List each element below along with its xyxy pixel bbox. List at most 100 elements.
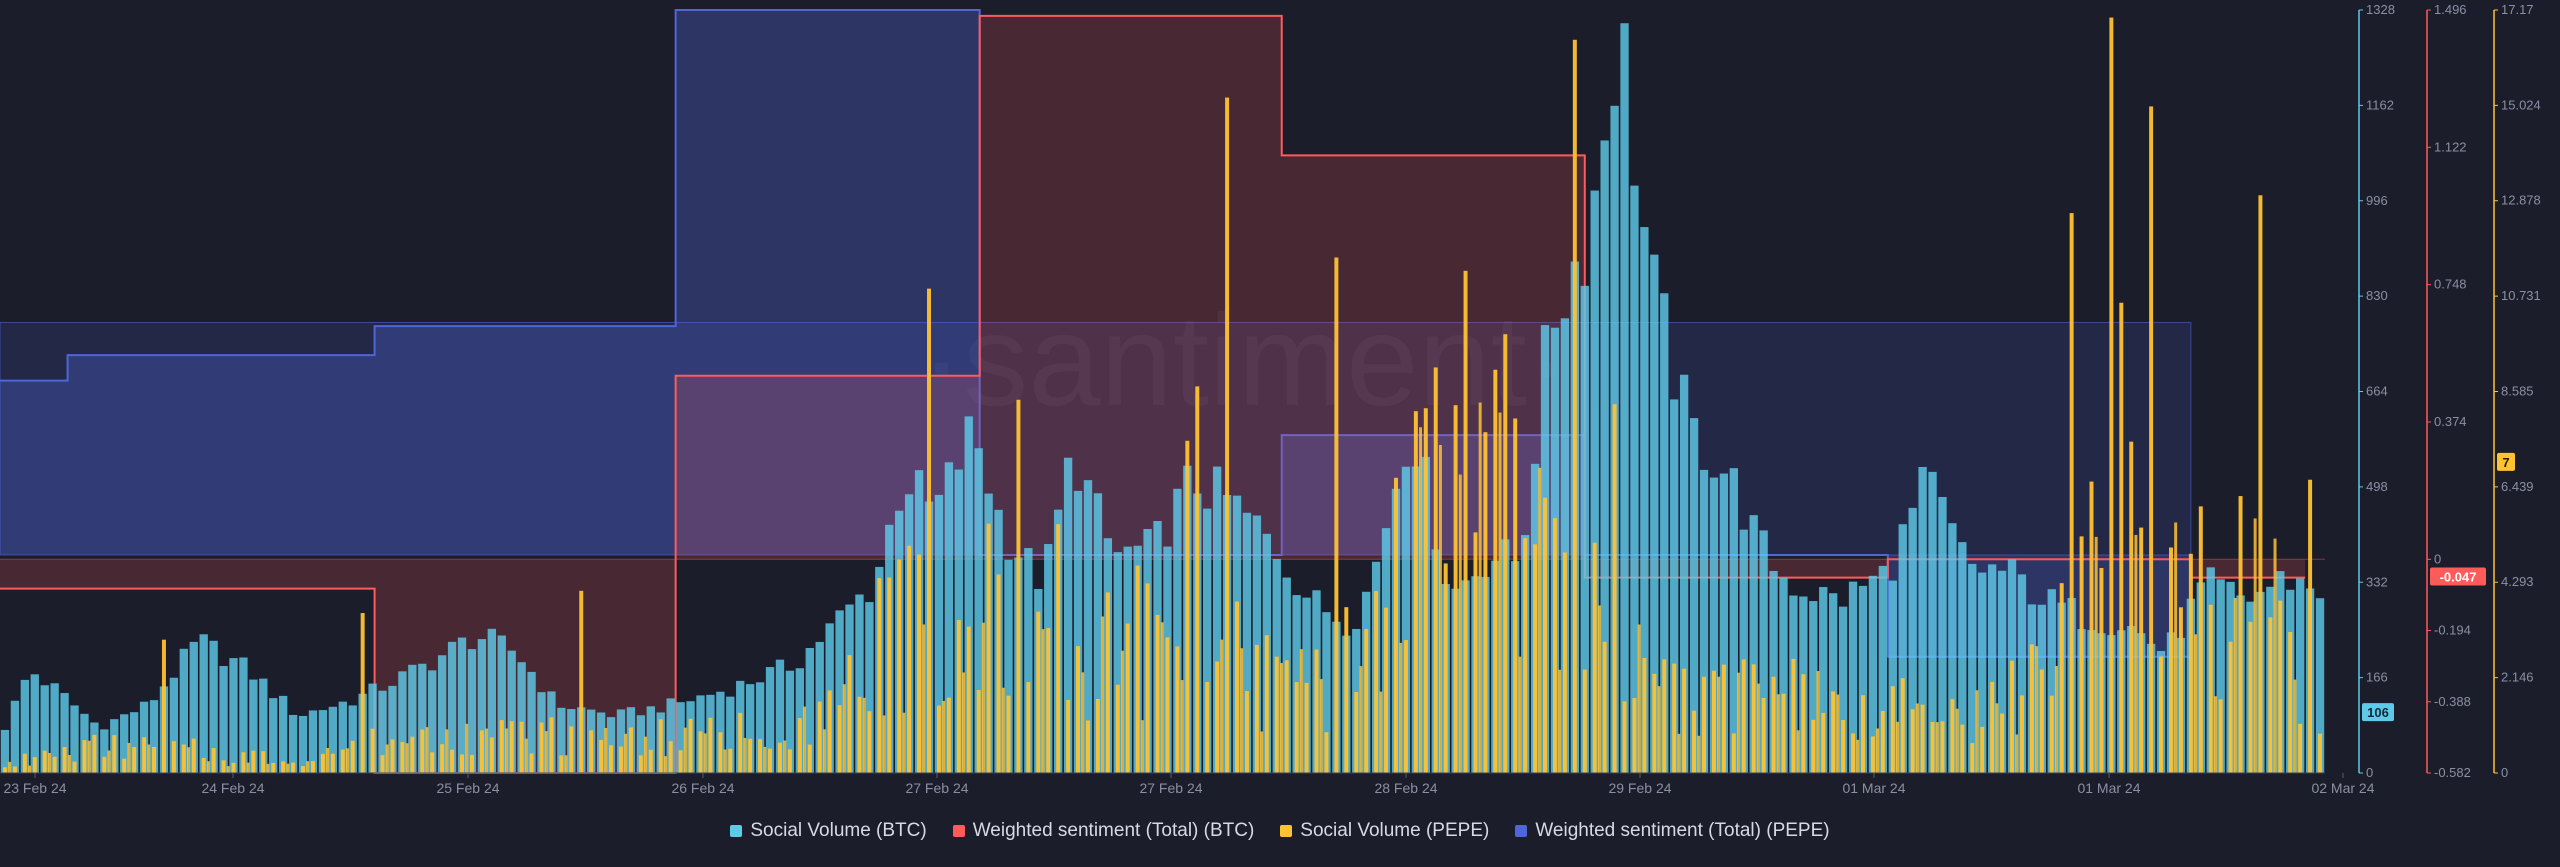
btc-volume-bar <box>835 610 844 773</box>
pepe-volume-bar <box>326 747 330 773</box>
btc-volume-bar <box>209 640 218 773</box>
pepe-volume-bar <box>340 749 345 773</box>
pepe-volume-bar <box>72 761 77 773</box>
btc-volume-bar <box>2047 589 2056 773</box>
legend-swatch <box>1515 825 1528 837</box>
btc-volume-bar <box>1709 477 1719 773</box>
pepe-volume-bar <box>529 753 534 773</box>
pepe-volume-bar <box>1254 644 1259 773</box>
pepe-volume-bar <box>1453 405 1458 773</box>
pepe-volume-bar <box>1776 694 1780 773</box>
pepe-volume-bar <box>1180 680 1184 773</box>
pepe-volume-bar <box>1960 724 1965 773</box>
pepe-volume-bar <box>1399 642 1403 773</box>
pepe-volume-bar <box>748 738 753 773</box>
pepe-volume-bar <box>1915 703 1919 773</box>
btc-volume-bar <box>865 602 874 773</box>
pepe-volume-bar <box>1781 693 1786 773</box>
pepe-volume-bar <box>1235 601 1240 773</box>
pepe-volume-bar <box>728 748 733 773</box>
btc-volume-bar <box>1630 185 1639 773</box>
btc-volume-bar <box>666 698 675 773</box>
y-tick-label: 664 <box>2366 384 2388 399</box>
pepe-volume-bar <box>261 751 266 773</box>
pepe-volume-bar <box>1662 659 1667 773</box>
x-tick-label: 23 Feb 24 <box>3 780 66 796</box>
pepe-volume-bar <box>1910 709 1915 773</box>
x-tick-label: 24 Feb 24 <box>201 780 264 796</box>
pepe-volume-bar <box>743 737 747 773</box>
pepe-volume-bar <box>897 559 902 773</box>
btc-volume-bar <box>1203 508 1212 773</box>
btc-volume-bar <box>1779 577 1788 773</box>
pepe-sentiment-step <box>0 380 68 555</box>
pepe-volume-bar <box>1423 408 1428 773</box>
pepe-volume-bar <box>2109 17 2114 774</box>
pepe-volume-bar <box>678 750 683 773</box>
btc-volume-bar <box>507 650 516 773</box>
pepe-volume-bar <box>668 741 673 773</box>
pepe-volume-bar <box>1299 649 1303 773</box>
pepe-volume-bar <box>847 655 852 773</box>
pepe-volume-bar <box>1056 524 1061 773</box>
pepe-volume-bar <box>1935 722 1939 773</box>
pepe-volume-bar <box>609 745 614 773</box>
pepe-volume-bar <box>1717 676 1721 773</box>
pepe-volume-bar <box>917 554 922 773</box>
pepe-volume-bar <box>400 742 405 773</box>
y-tick-label: 0.748 <box>2434 277 2467 292</box>
y-tick-label: 1162 <box>2366 97 2394 112</box>
legend-swatch <box>730 825 743 837</box>
pepe-volume-bar <box>320 753 325 773</box>
pepe-volume-bar <box>1518 656 1522 773</box>
x-tick-label: 26 Feb 24 <box>671 780 734 796</box>
pepe-volume-bar <box>1101 616 1105 773</box>
pepe-volume-bar <box>1205 682 1210 773</box>
pepe-volume-bar <box>2228 641 2233 773</box>
pepe-volume-bar <box>2318 733 2323 773</box>
btc-volume-bar <box>487 628 496 773</box>
pepe-volume-bar <box>28 765 31 773</box>
btc-volume-bar <box>1769 570 1778 773</box>
btc-volume-bar <box>378 690 387 773</box>
pepe-volume-bar <box>390 739 395 773</box>
x-tick-label: 29 Feb 24 <box>1608 780 1671 796</box>
btc-volume-bar <box>1958 542 1967 773</box>
btc-volume-bar <box>1759 530 1768 773</box>
pepe-volume-bar <box>1756 683 1760 773</box>
legend-item-pepe-volume[interactable]: Social Volume (PEPE) <box>1280 820 1489 842</box>
pepe-volume-bar <box>1751 664 1756 773</box>
legend-item-btc-sentiment[interactable]: Weighted sentiment (Total) (BTC) <box>952 820 1254 842</box>
pepe-volume-bar <box>1419 427 1423 773</box>
pepe-volume-bar <box>1657 686 1661 773</box>
pepe-volume-bar <box>2278 600 2283 773</box>
btc-volume-bar <box>1004 559 1013 773</box>
btc-volume-bar <box>1063 457 1073 773</box>
y-tick-label: 0.374 <box>2434 414 2467 429</box>
pepe-volume-bar <box>619 746 623 773</box>
btc-volume-bar <box>1878 565 1888 773</box>
btc-sentiment-step <box>675 375 980 560</box>
pepe-volume-bar <box>2188 553 2193 773</box>
pepe-volume-bar <box>1990 681 1995 773</box>
pepe-volume-bar <box>370 728 375 773</box>
pepe-volume-bar <box>2273 538 2277 773</box>
legend-item-btc-volume[interactable]: Social Volume (BTC) <box>730 820 927 842</box>
btc-volume-bar <box>1083 480 1093 773</box>
pepe-volume-bar <box>1458 474 1462 773</box>
pepe-volume-bar <box>698 731 703 773</box>
x-tick-label: 27 Feb 24 <box>905 780 968 796</box>
pepe-volume-bar <box>2069 213 2074 773</box>
btc-volume-bar <box>279 695 288 773</box>
pepe-volume-bar <box>181 744 186 773</box>
legend-item-pepe-sentiment[interactable]: Weighted sentiment (Total) (PEPE) <box>1515 820 1830 842</box>
pepe-volume-bar <box>986 523 991 773</box>
pepe-volume-bar <box>460 754 465 773</box>
pepe-volume-bar <box>445 729 449 773</box>
btc-volume-bar <box>1670 399 1679 773</box>
pepe-volume-bar <box>1006 695 1011 773</box>
y-tick-label: 2.146 <box>2501 670 2534 685</box>
y-tick-label: -0.388 <box>2434 694 2471 709</box>
pepe-volume-bar <box>1836 694 1840 773</box>
chart-canvas[interactable]: ·santiment· 1328116299683066449833216601… <box>0 0 2560 810</box>
